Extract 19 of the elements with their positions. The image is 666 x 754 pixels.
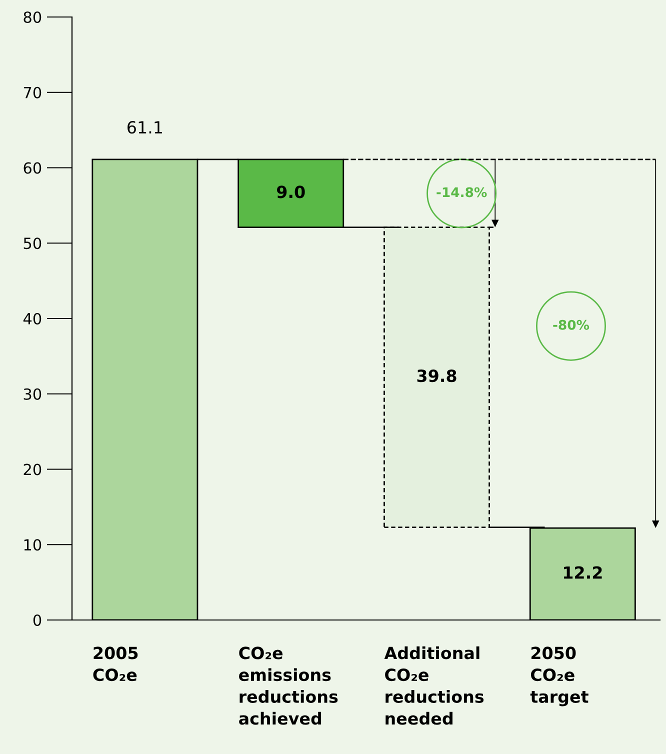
y-tick-label: 10 — [24, 539, 42, 551]
y-tick-label: 40 — [23, 312, 42, 325]
annotation: -14.8% — [436, 187, 487, 198]
y-tick-label: 60 — [24, 162, 42, 174]
data-label: 12.2 — [564, 566, 602, 579]
data-label: 9.0 — [276, 186, 305, 198]
y-tick-label: 30 — [24, 388, 42, 400]
y-tick-label: 0 — [33, 614, 42, 626]
x-tick-label: 2050 CO₂e target — [530, 646, 588, 706]
y-tick-label: 80 — [24, 11, 42, 24]
y-tick-label: 20 — [24, 464, 42, 476]
y-tick-label: 50 — [24, 238, 42, 250]
annotation: -80% — [553, 320, 590, 330]
x-tick-label: Additional CO₂e reductions needed — [384, 646, 484, 725]
data-label: 61.1 — [128, 121, 162, 134]
y-tick-label: 70 — [24, 86, 42, 98]
x-tick-label: CO₂e emissions reductions achieved — [239, 646, 338, 725]
data-label: 39.8 — [417, 370, 456, 382]
x-tick-label: 2005 CO₂e — [93, 646, 138, 682]
